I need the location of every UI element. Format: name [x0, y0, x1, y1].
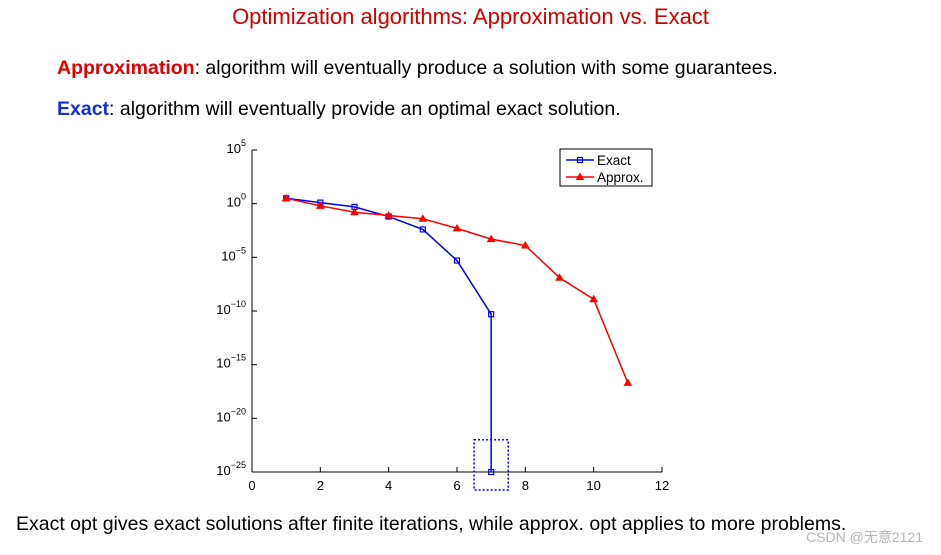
footer-text: Exact opt gives exact solutions after fi…: [16, 513, 847, 535]
data-point-approx: [281, 193, 291, 202]
data-point-approx: [486, 234, 496, 243]
term-approximation: Approximation: [57, 57, 195, 79]
x-tick-label: 10: [586, 478, 600, 493]
y-tick-label: 10−10: [216, 299, 246, 317]
data-point-approx: [350, 207, 359, 216]
x-tick-label: 12: [655, 478, 669, 493]
legend-box: [559, 148, 653, 187]
legend-marker-square: [576, 156, 584, 164]
legend-marker-triangle: [575, 172, 585, 180]
x-tick-label: 6: [453, 478, 460, 493]
definition-approximation-text: : algorithm will eventually produce a so…: [194, 57, 778, 79]
watermark: CSDN @无意2121: [806, 529, 923, 545]
term-exact: Exact: [57, 98, 110, 120]
x-tick-label: 4: [385, 478, 392, 493]
data-point-exact: [419, 226, 426, 233]
definition-exact: Exact: algorithm will eventually provide…: [57, 96, 621, 122]
data-point-approx: [384, 210, 394, 219]
y-tick-label: 105: [227, 138, 246, 156]
data-point-approx: [520, 241, 530, 249]
data-point-approx: [452, 223, 462, 232]
slide-title: Optimization algorithms: Approximation v…: [232, 4, 709, 29]
definition-approximation: Approximation: algorithm will eventually…: [57, 55, 778, 81]
data-point-exact: [488, 468, 495, 476]
y-tick-label: 10−5: [221, 245, 246, 263]
data-point-approx: [315, 201, 325, 209]
x-tick-label: 2: [317, 478, 324, 493]
legend-label-exact: Exact: [597, 153, 631, 168]
data-point-approx: [623, 378, 633, 386]
y-tick-label: 10−25: [216, 460, 246, 478]
series-line-exact: [286, 197, 492, 472]
data-point-exact: [453, 257, 461, 264]
y-tick-label: 100: [227, 192, 246, 210]
legend-label-approx: Approx.: [597, 170, 644, 185]
data-point-approx: [555, 273, 564, 281]
data-point-approx: [418, 214, 428, 222]
y-tick-label: 10−20: [216, 406, 246, 424]
x-tick-label: 8: [522, 478, 529, 493]
data-point-exact: [488, 311, 495, 318]
y-tick-label: 10−15: [216, 353, 246, 371]
data-point-approx: [589, 294, 599, 303]
definition-exact-text: : algorithm will eventually provide an o…: [109, 98, 621, 120]
x-tick-label: 0: [248, 478, 255, 493]
